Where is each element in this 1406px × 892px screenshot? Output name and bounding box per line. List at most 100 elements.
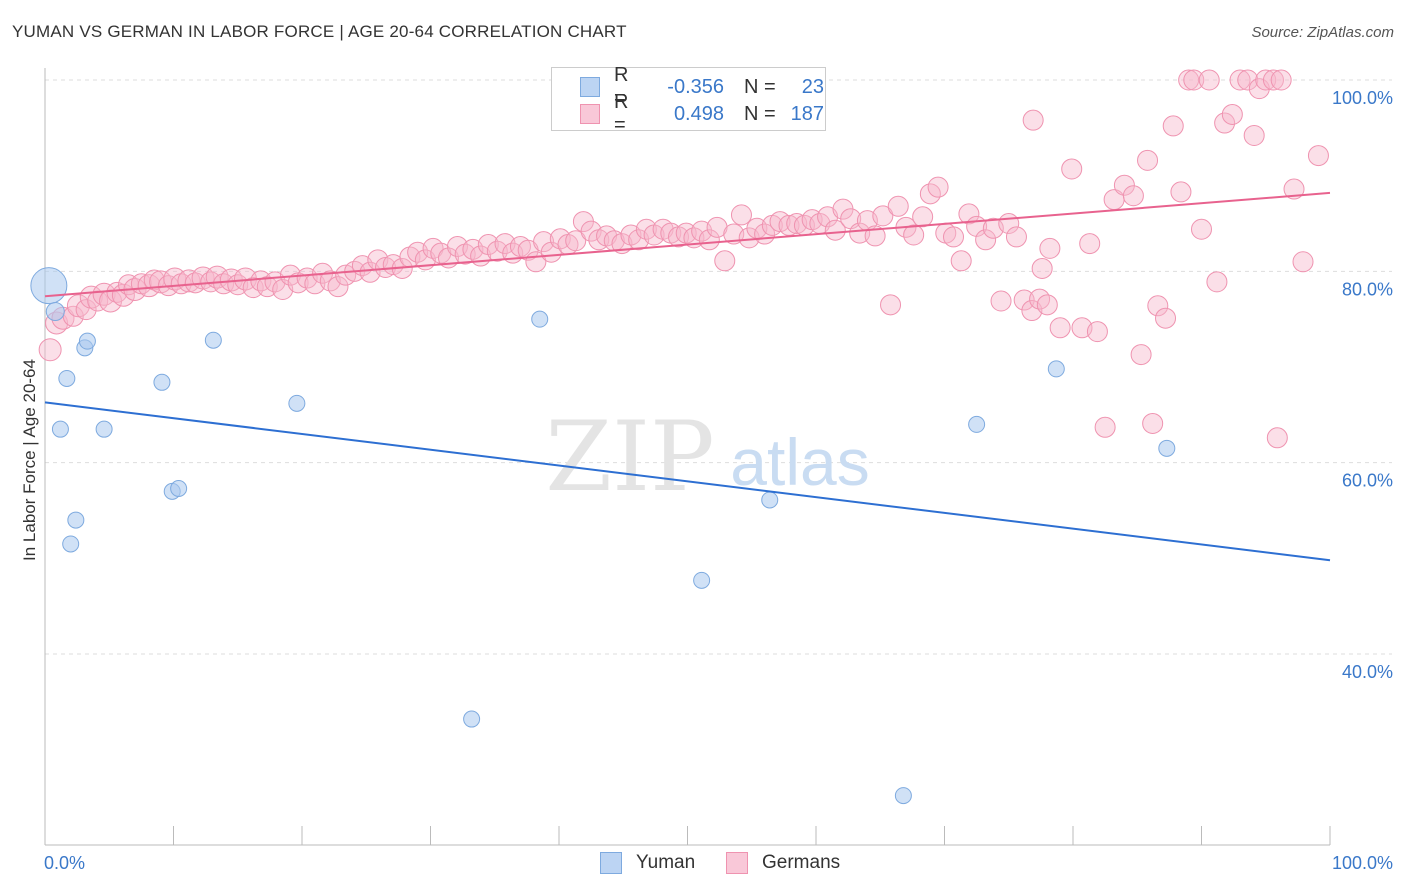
yuman-point — [531, 310, 549, 328]
yuman-point — [51, 420, 69, 438]
german-point — [1307, 145, 1329, 167]
german-point — [903, 224, 925, 246]
german-point — [106, 281, 128, 303]
yuman-series — [30, 267, 1176, 805]
german-point — [864, 225, 886, 247]
yuman-point — [45, 302, 65, 322]
german-point — [1094, 416, 1116, 438]
german-point — [1266, 427, 1288, 449]
yuman-point — [463, 710, 481, 728]
german-point — [942, 226, 964, 248]
german-point — [1243, 124, 1265, 146]
german-point — [1229, 69, 1251, 91]
german-point — [849, 222, 871, 244]
german-point — [1036, 294, 1058, 316]
german-point — [1198, 69, 1220, 91]
german-point — [1147, 295, 1169, 317]
yuman-point — [894, 787, 912, 805]
german-point — [1170, 181, 1192, 203]
r-value: -0.356 — [667, 75, 724, 98]
german-point — [824, 219, 846, 241]
yuman-point — [1158, 439, 1176, 457]
german-point — [975, 229, 997, 251]
n-label: N = — [744, 102, 776, 125]
german-point — [950, 250, 972, 272]
german-point — [872, 205, 894, 227]
german-point — [327, 276, 349, 298]
yuman-point — [204, 331, 222, 349]
tick-labels: 40.0% 60.0% 80.0% 100.0% 0.0% 100.0% — [44, 88, 1393, 873]
source-label: Source: ZipAtlas.com — [1251, 24, 1394, 41]
german-point — [912, 206, 934, 228]
german-point — [990, 290, 1012, 312]
german-point — [706, 216, 728, 238]
german-point — [730, 204, 752, 226]
watermark-zip: ZIP — [545, 401, 714, 513]
german-point — [1005, 226, 1027, 248]
german-point — [177, 269, 201, 293]
german-point — [1039, 237, 1061, 259]
n-value: 187 — [790, 102, 824, 125]
yuman-trend-line — [44, 401, 1331, 562]
trend-lines — [44, 191, 1331, 562]
watermark-atlas: atlas — [730, 425, 869, 499]
german-point — [1031, 257, 1053, 279]
legend-item-yuman: Yuman — [600, 852, 695, 874]
german-point — [1283, 178, 1305, 200]
german-point — [1079, 233, 1101, 255]
y-tick-label: 60.0% — [1342, 471, 1393, 491]
series-legend: Yuman Germans — [0, 852, 1406, 878]
german-point — [1022, 109, 1044, 131]
legend-label-yuman: Yuman — [636, 852, 696, 873]
axes — [44, 68, 1331, 846]
legend-row-germans: R = 0.498 N = 187 — [552, 91, 824, 136]
yuman-point — [67, 511, 85, 529]
german-point — [1214, 112, 1236, 134]
german-point — [1142, 412, 1164, 434]
x-tick-label-max: 100.0% — [1332, 853, 1393, 873]
legend-item-germans: Germans — [726, 852, 840, 874]
yuman-point — [288, 394, 306, 412]
german-point — [1191, 218, 1212, 240]
german-point — [698, 229, 720, 251]
watermark: ZIP atlas — [545, 401, 869, 513]
yuman-point — [62, 535, 80, 553]
grid-lines — [45, 79, 1392, 655]
chart-title: YUMAN VS GERMAN IN LABOR FORCE | AGE 20-… — [12, 22, 627, 41]
german-point — [1221, 103, 1243, 125]
german-point — [1049, 317, 1071, 339]
german-point — [1086, 321, 1108, 343]
german-point — [887, 195, 909, 217]
y-tick-label: 100.0% — [1332, 88, 1393, 108]
yuman-swatch — [600, 852, 622, 874]
stats-legend: R = -0.356 N = 23 R = 0.498 N = 187 — [551, 64, 826, 136]
y-tick-label: 40.0% — [1342, 662, 1393, 682]
yuman-point — [153, 373, 171, 391]
german-point — [927, 176, 949, 198]
german-point — [958, 203, 980, 225]
german-point — [38, 338, 62, 362]
yuman-point — [170, 479, 188, 497]
yuman-point — [693, 571, 711, 589]
german-point — [75, 299, 97, 321]
german-point — [1178, 69, 1200, 91]
germans-swatch — [580, 104, 600, 124]
germans-trend-line — [44, 191, 1331, 298]
german-point — [1155, 307, 1177, 329]
r-label: R = — [614, 64, 629, 109]
legend-row-yuman: R = -0.356 N = 23 — [552, 64, 824, 109]
german-point — [1061, 158, 1083, 180]
german-point — [446, 235, 468, 257]
german-point — [817, 206, 839, 228]
y-tick-label: 80.0% — [1342, 279, 1393, 299]
yuman-point — [78, 332, 96, 350]
german-point — [1206, 271, 1228, 293]
german-point — [1130, 344, 1152, 366]
german-point — [714, 250, 736, 272]
yuman-point — [95, 420, 113, 438]
german-point — [486, 240, 508, 262]
n-value: 23 — [801, 75, 824, 98]
german-point — [1013, 289, 1035, 311]
yuman-point — [761, 491, 779, 509]
